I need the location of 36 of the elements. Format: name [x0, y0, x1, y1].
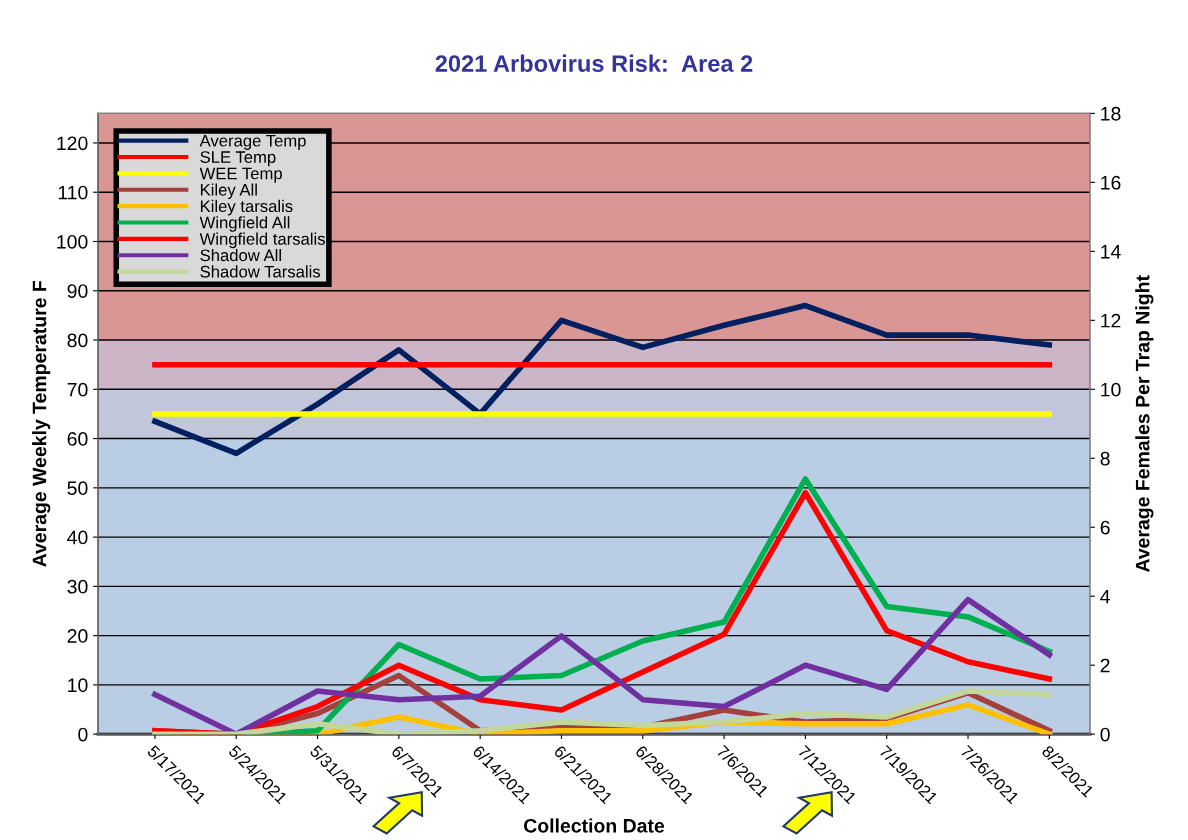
- y-tick-label: 120: [57, 136, 88, 151]
- y-tick-label: 20: [67, 629, 88, 643]
- y2-tick-label: 10: [1101, 382, 1121, 397]
- y2-tick-label: 18: [1101, 106, 1121, 121]
- y-tick-label: 80: [67, 333, 88, 348]
- y-tick-label: 50: [67, 481, 88, 496]
- y2-axis-title: Average Females Per Trap Night: [1135, 275, 1154, 573]
- legend-label: Shadow Tarsalis: [200, 265, 321, 278]
- x-axis-title: Collection Date: [524, 818, 665, 833]
- y-tick-label: 100: [57, 234, 88, 249]
- y-tick-label: 70: [67, 382, 88, 397]
- y2-tick-label: 14: [1101, 245, 1121, 259]
- legend-label: Average Temp: [199, 134, 306, 150]
- y-tick-label: 0: [78, 727, 88, 742]
- legend-label: Wingfield All: [199, 216, 290, 232]
- legend-label: Shadow All: [200, 248, 281, 262]
- chart-title: 2021 Arbovirus Risk: Area 2: [435, 54, 753, 72]
- legend-label: Wingfield tarsalis: [199, 232, 325, 249]
- legend-label: Kiley All: [200, 183, 257, 200]
- legend-label: SLE Temp: [200, 151, 276, 167]
- y2-tick-label: 0: [1100, 727, 1110, 742]
- y2-tick-label: 2: [1100, 658, 1110, 673]
- y-tick-label: 30: [67, 579, 88, 594]
- legend-label: WEE Temp: [199, 167, 282, 183]
- y2-tick-label: 16: [1101, 175, 1121, 190]
- legend-label: Kiley tarsalis: [200, 199, 293, 216]
- y-tick-label: 40: [67, 530, 88, 545]
- y2-tick-label: 12: [1101, 313, 1121, 328]
- y-axis-title: Average Weekly Temperature F: [32, 280, 51, 567]
- y2-tick-label: 8: [1100, 451, 1110, 466]
- y-tick-label: 90: [67, 284, 88, 298]
- y-tick-label: 60: [67, 432, 88, 446]
- y-tick-label: 10: [68, 678, 88, 693]
- y2-tick-label: 4: [1100, 589, 1110, 604]
- y2-tick-label: 6: [1100, 520, 1110, 535]
- y-tick-label: 110: [58, 185, 88, 200]
